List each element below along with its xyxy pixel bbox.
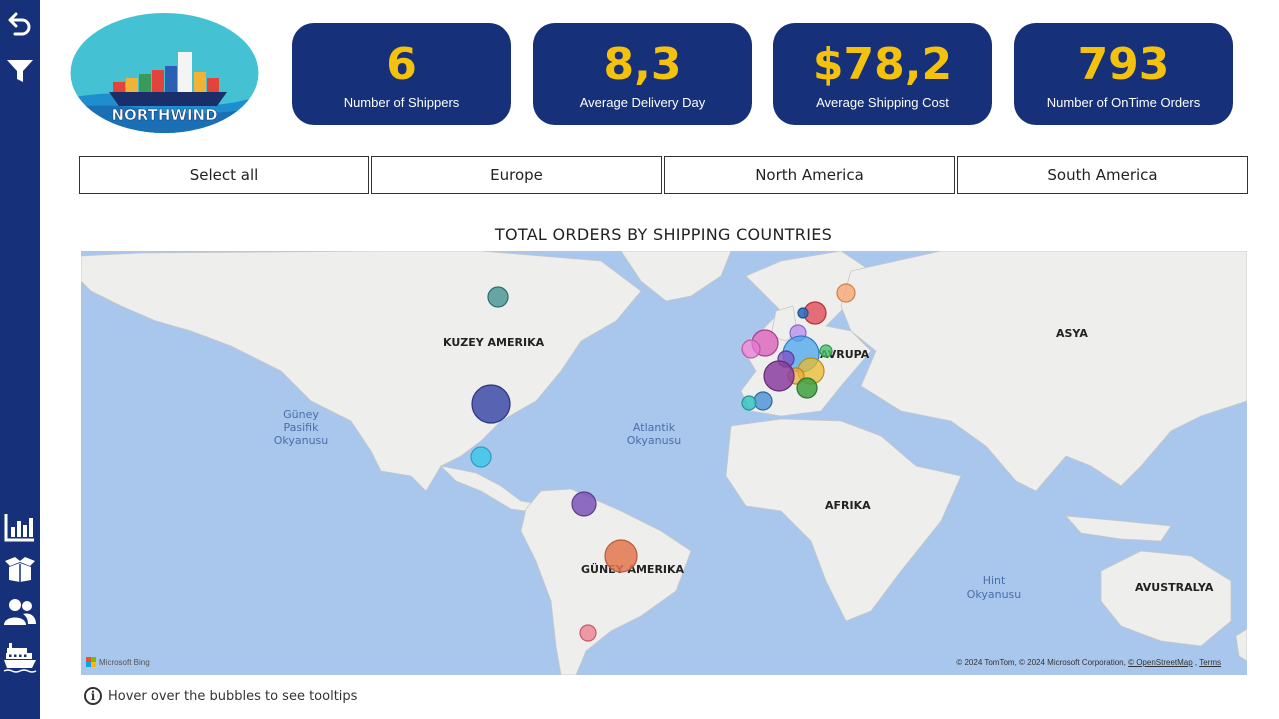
ocean-label-pacific-2: Pasifik	[284, 421, 320, 434]
ocean-label-pacific-3: Okyanusu	[274, 434, 329, 447]
country-bubbles	[470, 283, 856, 642]
filter-icon[interactable]	[3, 54, 37, 88]
kpi-value: 793	[1077, 39, 1170, 90]
country-bubble[interactable]	[571, 491, 597, 517]
tooltip-hint: i Hover over the bubbles to see tooltips	[84, 687, 357, 705]
map-title: TOTAL ORDERS BY SHIPPING COUNTRIES	[494, 225, 833, 244]
box-icon[interactable]	[3, 552, 37, 586]
orders-map[interactable]: KUZEY AMERIKA GÜNEY AMERIKA AVRUPA ASYA …	[81, 251, 1247, 675]
back-arrow-icon[interactable]	[3, 6, 37, 40]
country-bubble[interactable]	[741, 395, 757, 411]
land-masses	[81, 251, 1247, 675]
country-bubble[interactable]	[471, 384, 511, 424]
bing-logo: Microsoft Bing	[86, 657, 150, 667]
logo-text: NORTHWIND	[111, 106, 217, 124]
slicer-select-all[interactable]: Select all	[79, 156, 369, 194]
country-bubble[interactable]	[796, 377, 818, 399]
country-bubble[interactable]	[487, 286, 509, 308]
region-label-asia: ASYA	[1056, 327, 1088, 340]
ocean-label-pacific-1: Güney	[283, 408, 319, 421]
country-bubble[interactable]	[604, 539, 638, 573]
slicer-south-america[interactable]: South America	[957, 156, 1248, 194]
kpi-value: $78,2	[812, 39, 953, 90]
kpi-card-shippers: 6 Number of Shippers	[292, 23, 511, 125]
ocean-label-indian-2: Okyanusu	[967, 588, 1022, 601]
ocean-label-atlantic-2: Okyanusu	[627, 434, 682, 447]
country-bubble[interactable]	[741, 339, 761, 359]
ocean-label-atlantic-1: Atlantik	[633, 421, 676, 434]
region-label-south-america: GÜNEY AMERIKA	[581, 562, 685, 576]
kpi-card-ontime-orders: 793 Number of OnTime Orders	[1014, 23, 1233, 125]
kpi-value: 6	[386, 39, 417, 90]
ocean-label-indian-1: Hint	[983, 574, 1006, 587]
region-label-africa: AFRIKA	[825, 499, 871, 512]
kpi-card-shipping-cost: $78,2 Average Shipping Cost	[773, 23, 992, 125]
slicer-europe[interactable]: Europe	[371, 156, 662, 194]
kpi-label: Number of OnTime Orders	[1046, 95, 1201, 110]
bar-chart-icon[interactable]	[3, 510, 37, 544]
map-canvas: KUZEY AMERIKA GÜNEY AMERIKA AVRUPA ASYA …	[81, 251, 1247, 675]
kpi-label: Number of Shippers	[343, 95, 460, 110]
country-bubble[interactable]	[753, 391, 773, 411]
country-bubble[interactable]	[836, 283, 856, 303]
kpi-value: 8,3	[603, 39, 682, 90]
bing-text: Microsoft Bing	[99, 657, 150, 667]
users-icon[interactable]	[3, 595, 37, 629]
ship-icon[interactable]	[3, 640, 37, 674]
microsoft-logo-icon	[86, 657, 96, 667]
kpi-card-delivery-day: 8,3 Average Delivery Day	[533, 23, 752, 125]
kpi-label: Average Delivery Day	[579, 95, 706, 110]
info-icon: i	[84, 687, 102, 705]
region-label-north-america: KUZEY AMERIKA	[443, 336, 545, 349]
country-bubble[interactable]	[819, 344, 833, 358]
attribution-text: © 2024 TomTom, © 2024 Microsoft Corporat…	[956, 658, 1126, 667]
slicer-north-america[interactable]: North America	[664, 156, 955, 194]
terms-link[interactable]: Terms	[1199, 658, 1221, 667]
tooltip-hint-text: Hover over the bubbles to see tooltips	[108, 688, 358, 704]
map-attribution: © 2024 TomTom, © 2024 Microsoft Corporat…	[956, 658, 1221, 667]
region-label-australia: AVUSTRALYA	[1135, 581, 1214, 594]
sidebar	[0, 0, 40, 719]
northwind-logo: NORTHWIND	[69, 12, 260, 134]
country-bubble[interactable]	[763, 360, 795, 392]
country-bubble[interactable]	[797, 307, 809, 319]
country-bubble[interactable]	[579, 624, 597, 642]
kpi-label: Average Shipping Cost	[816, 95, 949, 110]
country-bubble[interactable]	[470, 446, 492, 468]
openstreetmap-link[interactable]: © OpenStreetMap	[1128, 658, 1193, 667]
